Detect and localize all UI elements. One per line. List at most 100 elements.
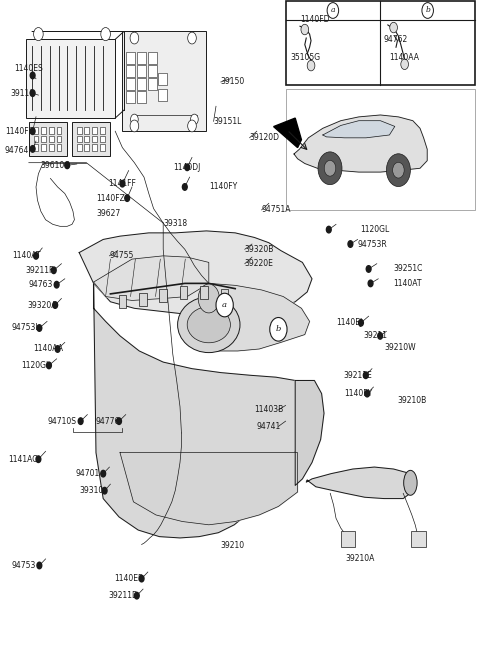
Circle shape (78, 418, 83, 424)
Polygon shape (120, 453, 298, 525)
Circle shape (378, 333, 383, 339)
Text: 39210A: 39210A (346, 554, 375, 564)
Text: a: a (222, 301, 227, 309)
Text: 94753R: 94753R (358, 239, 387, 249)
Bar (180, 286, 187, 299)
Text: 1141AC: 1141AC (9, 455, 38, 464)
Text: 1140FY: 1140FY (209, 182, 237, 192)
Bar (92, 144, 97, 151)
Bar (26, 39, 115, 118)
Text: 1140ES: 1140ES (14, 64, 43, 73)
Bar (77, 144, 82, 151)
Circle shape (390, 22, 397, 33)
Bar (122, 31, 206, 131)
Bar (84, 144, 89, 151)
Circle shape (139, 575, 144, 582)
Text: 1140EP: 1140EP (114, 574, 143, 583)
Circle shape (188, 120, 196, 132)
Bar (41, 127, 46, 134)
Text: 39320B: 39320B (245, 245, 274, 254)
Bar (148, 78, 157, 90)
Bar (119, 295, 126, 308)
Polygon shape (294, 115, 427, 172)
Circle shape (318, 152, 342, 184)
Circle shape (301, 24, 309, 35)
Text: 39251C: 39251C (394, 264, 423, 274)
Text: 39610C: 39610C (41, 161, 70, 170)
Bar (158, 73, 167, 85)
Circle shape (366, 266, 371, 272)
Bar (41, 136, 46, 142)
Text: 39220E: 39220E (245, 259, 274, 268)
Text: 39210B: 39210B (397, 396, 427, 405)
Bar (100, 136, 105, 142)
Bar (159, 289, 167, 302)
Circle shape (101, 470, 106, 477)
Text: 94751A: 94751A (262, 205, 291, 215)
Circle shape (53, 302, 58, 308)
Circle shape (101, 28, 110, 41)
Polygon shape (209, 283, 310, 351)
Circle shape (386, 154, 410, 186)
Bar (148, 65, 157, 77)
Circle shape (348, 241, 353, 247)
Circle shape (30, 72, 35, 79)
Circle shape (36, 456, 41, 462)
Text: 1140AT: 1140AT (394, 279, 422, 288)
Bar (57, 136, 61, 142)
Bar (126, 78, 135, 90)
Circle shape (130, 32, 139, 44)
Circle shape (30, 128, 35, 134)
Bar (72, 122, 110, 156)
Bar (411, 531, 426, 547)
Circle shape (125, 195, 130, 201)
Text: 94763: 94763 (29, 280, 53, 289)
Bar (29, 122, 67, 156)
Circle shape (216, 293, 233, 317)
Text: 39211F: 39211F (25, 266, 53, 275)
Text: 1120GL: 1120GL (22, 361, 51, 370)
Bar (77, 127, 82, 134)
Bar (49, 144, 54, 151)
Text: 1140FY: 1140FY (345, 389, 373, 398)
Text: 94710S: 94710S (48, 417, 77, 426)
Text: 94741: 94741 (257, 422, 281, 431)
Bar (92, 136, 97, 142)
Bar (286, 1, 475, 85)
Bar (158, 89, 167, 101)
Circle shape (117, 418, 121, 424)
Circle shape (365, 390, 370, 397)
Circle shape (270, 318, 287, 341)
Circle shape (37, 562, 42, 569)
Text: 1140AT: 1140AT (12, 251, 40, 260)
Text: 39120D: 39120D (250, 133, 279, 142)
Text: 39310: 39310 (79, 486, 104, 495)
Bar (84, 127, 89, 134)
Bar (34, 136, 38, 142)
Bar (139, 293, 147, 306)
Circle shape (307, 60, 315, 71)
Bar (221, 289, 228, 302)
Bar (137, 65, 146, 77)
Text: 39110: 39110 (11, 89, 35, 98)
Text: 1140FZ: 1140FZ (96, 194, 125, 203)
Text: 1140FD: 1140FD (300, 15, 329, 24)
Circle shape (102, 487, 107, 494)
Circle shape (327, 3, 339, 18)
Circle shape (34, 28, 43, 41)
Text: b: b (425, 7, 430, 14)
Text: 1140AA: 1140AA (34, 344, 63, 354)
Bar (41, 144, 46, 151)
Circle shape (359, 319, 363, 326)
Text: 39627: 39627 (96, 209, 120, 218)
Circle shape (37, 325, 42, 331)
Circle shape (130, 120, 139, 132)
Bar (57, 127, 61, 134)
Circle shape (198, 284, 219, 313)
Bar (100, 127, 105, 134)
Text: 11403B: 11403B (254, 405, 284, 415)
Ellipse shape (178, 297, 240, 352)
Bar (137, 91, 146, 103)
Bar (126, 65, 135, 77)
Text: 39211D: 39211D (108, 591, 138, 600)
